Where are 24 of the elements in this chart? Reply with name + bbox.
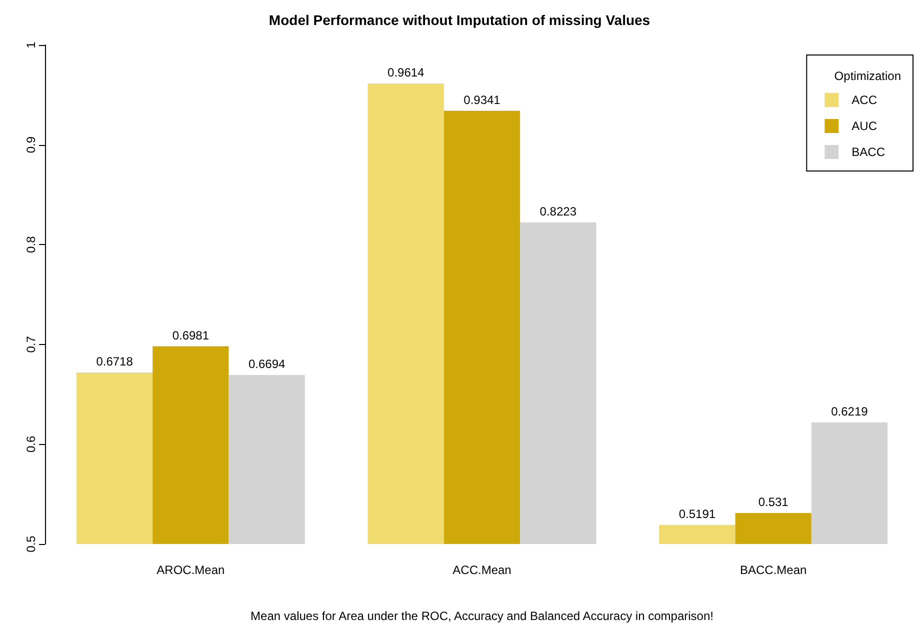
y-tick-label: 1 [24,41,38,48]
data-label: 0.6718 [96,354,134,369]
data-label: 0.8223 [540,204,577,218]
x-tick-label: ACC.Mean [452,563,512,577]
data-label: 0.6219 [831,404,868,418]
x-tick-label: BACC.Mean [740,563,807,577]
legend-label: ACC [852,93,878,107]
y-tick-label: 0.9 [24,136,38,154]
y-tick-label: 0.5 [24,535,38,552]
legend-label: BACC [852,145,886,159]
x-tick-label: AROC.Mean [156,563,225,577]
chart-title: Model Performance without Imputation of missing Values [268,12,650,28]
y-tick-label: 0.8 [24,236,38,253]
data-label: 0.6981 [172,328,210,342]
data-label: 0.9614 [388,66,425,80]
data-label: 0.531 [758,495,789,510]
legend-title: Optimization [834,69,902,83]
data-label: 0.5191 [678,506,716,521]
data-label: 0.6694 [248,356,286,371]
x-axis-title: Mean values for Area under the ROC, Accuracy and Balanced Accuracy in comparison! [250,609,714,623]
y-tick-label: 0.7 [24,336,38,353]
legend-label: AUC [852,119,878,133]
data-label: 0.9341 [464,92,501,107]
y-tick-label: 0.6 [24,436,38,453]
